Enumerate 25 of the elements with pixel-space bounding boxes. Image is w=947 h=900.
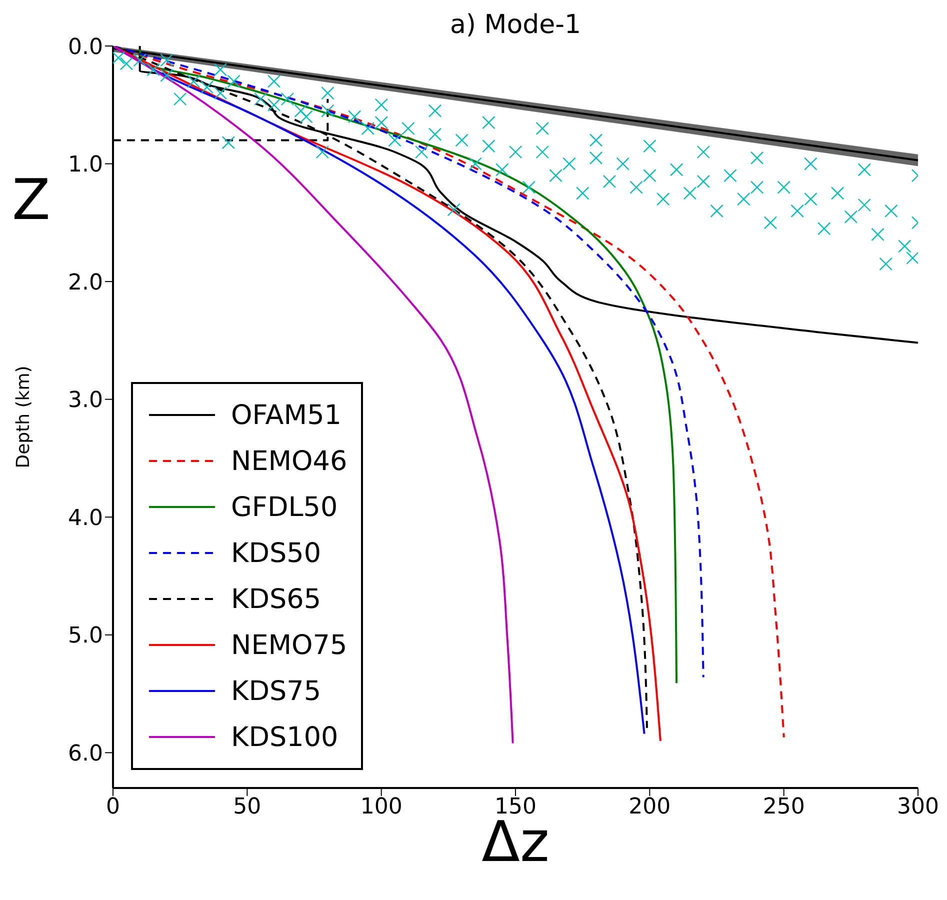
x-tick-label: 100: [360, 794, 402, 820]
legend-label: NEMO75: [231, 630, 348, 660]
legend-label: GFDL50: [231, 492, 338, 522]
x-tick-label: 50: [233, 794, 262, 820]
legend-label: KDS75: [231, 676, 321, 706]
y-tick-label: 0.0: [68, 34, 103, 60]
x-tick-label: 0: [106, 794, 120, 820]
text: Z: [12, 168, 50, 233]
y-tick-label: 5.0: [68, 624, 103, 649]
y-tick-label: 3.0: [68, 388, 103, 414]
legend-label: KDS50: [231, 538, 321, 568]
y-tick-label: 6.0: [68, 741, 103, 766]
y-tick-label: 2.0: [68, 270, 103, 296]
line-series: [113, 46, 514, 744]
legend-label: KDS65: [231, 584, 321, 614]
x-tick-label: 250: [762, 794, 805, 820]
legend-label: KDS100: [231, 722, 338, 752]
y-tick-label: 1.0: [68, 152, 103, 178]
y-tick-label: 4.0: [68, 506, 103, 531]
chart-title: a) Mode-1: [448, 10, 582, 40]
legend-label: OFAM51: [231, 400, 342, 430]
x-tick-label: 300: [897, 794, 939, 820]
x-tick-label: 200: [628, 794, 671, 820]
y-axis-title: Depth (km): [12, 366, 34, 468]
legend-label: NEMO46: [231, 446, 348, 476]
